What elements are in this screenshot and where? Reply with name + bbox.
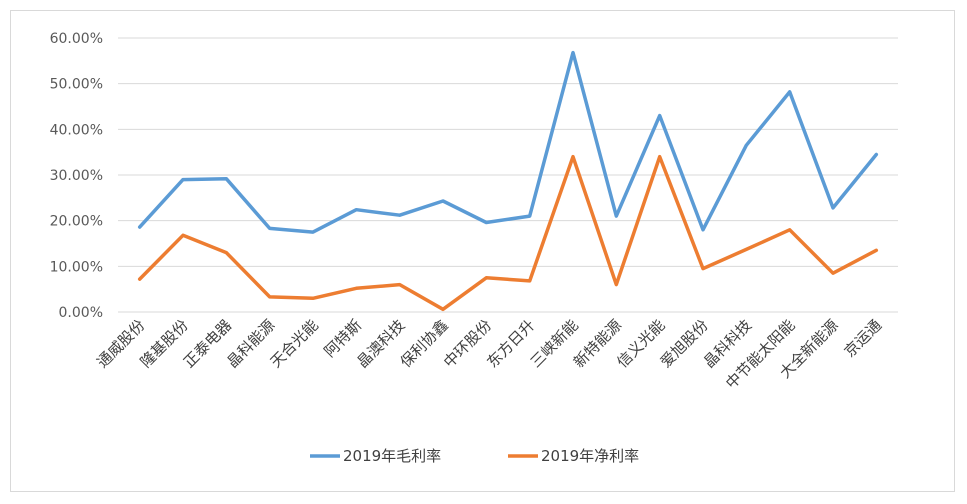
data-point <box>269 227 271 229</box>
data-point <box>269 296 271 298</box>
data-point <box>659 156 661 158</box>
legend-label: 2019年毛利率 <box>343 447 441 465</box>
data-point <box>182 179 184 181</box>
data-point <box>875 249 877 251</box>
data-point <box>529 280 531 282</box>
legend-label: 2019年净利率 <box>541 447 639 465</box>
data-point <box>789 91 791 93</box>
y-tick-label: 10.00% <box>50 259 103 275</box>
y-tick-label: 20.00% <box>50 214 103 230</box>
data-point <box>355 209 357 211</box>
x-tick-label: 京运通 <box>841 316 886 361</box>
x-tick-label: 天合光能 <box>267 316 322 371</box>
series-lines <box>137 50 879 312</box>
data-point <box>442 200 444 202</box>
data-point <box>399 284 401 286</box>
data-point <box>225 252 227 254</box>
data-point <box>789 229 791 231</box>
data-point <box>832 207 834 209</box>
data-point <box>225 178 227 180</box>
data-point <box>139 278 141 280</box>
y-tick-label: 50.00% <box>50 77 103 93</box>
legend: 2019年毛利率 2019年净利率 <box>310 447 639 465</box>
data-point <box>615 284 617 286</box>
y-tick-label: 40.00% <box>50 122 103 138</box>
data-point <box>312 231 314 233</box>
data-point <box>572 52 574 54</box>
data-point <box>312 297 314 299</box>
data-point <box>355 287 357 289</box>
gridlines <box>118 37 898 313</box>
data-point <box>702 268 704 270</box>
data-point <box>485 277 487 279</box>
y-axis-ticks: 0.00% 10.00% 20.00% 30.00% 40.00% 50.00% 60.00… <box>50 31 103 321</box>
y-tick-label: 30.00% <box>50 168 103 184</box>
y-tick-label: 0.00% <box>59 305 103 321</box>
data-point <box>875 153 877 155</box>
x-axis: 通威股份隆基股份正泰电器晶科能源天合光能阿特斯晶澳科技保利协鑫中环股份东方日升三… <box>93 316 885 392</box>
data-point <box>615 215 617 217</box>
data-point <box>182 234 184 236</box>
data-point <box>572 156 574 158</box>
data-point <box>485 221 487 223</box>
y-tick-label: 60.00% <box>50 31 103 47</box>
series-line-2 <box>137 154 879 312</box>
data-point <box>442 308 444 310</box>
data-point <box>529 215 531 217</box>
data-point <box>832 272 834 274</box>
data-point <box>659 115 661 117</box>
series-line-1 <box>137 50 879 234</box>
data-point <box>745 248 747 250</box>
data-point <box>139 226 141 228</box>
data-point <box>399 214 401 216</box>
data-point <box>745 144 747 146</box>
data-point <box>702 229 704 231</box>
